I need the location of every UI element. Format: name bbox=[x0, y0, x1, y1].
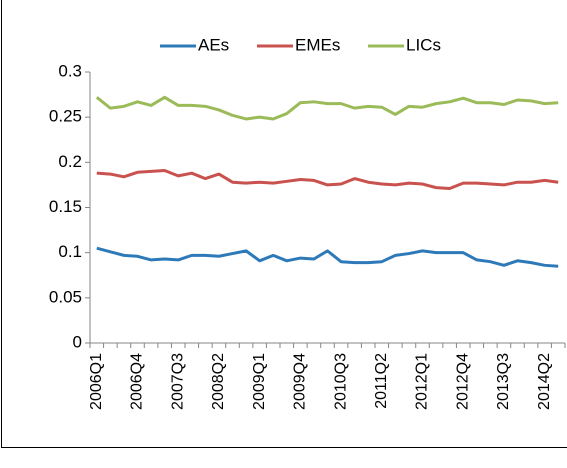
x-tick-label: 2012Q4 bbox=[454, 353, 471, 410]
line-series bbox=[95, 95, 559, 121]
y-tick-label: 0.1 bbox=[58, 242, 82, 261]
x-tick-label: 2011Q2 bbox=[373, 353, 390, 409]
legend-label: AEs bbox=[198, 35, 229, 54]
x-tick-label: 2012Q1 bbox=[414, 353, 431, 410]
line-series bbox=[96, 168, 559, 191]
y-tick-label: 0.25 bbox=[49, 107, 82, 126]
x-tick-label: 2006Q1 bbox=[88, 353, 105, 410]
x-tick-label: 2009Q4 bbox=[292, 353, 309, 410]
x-tick-label: 2009Q1 bbox=[251, 353, 268, 410]
line-series bbox=[96, 246, 559, 268]
x-tick-label: 2008Q2 bbox=[210, 353, 227, 410]
x-tick-label: 2007Q3 bbox=[169, 353, 186, 410]
x-tick-label: 2013Q3 bbox=[495, 353, 512, 410]
x-tick-label: 2010Q3 bbox=[332, 353, 349, 410]
x-tick-label: 2006Q4 bbox=[129, 353, 146, 410]
y-tick-label: 0 bbox=[73, 332, 82, 351]
y-tick-label: 0.05 bbox=[49, 287, 82, 306]
y-tick-label: 0.2 bbox=[58, 152, 82, 171]
legend-label: EMEs bbox=[295, 35, 340, 54]
y-tick-label: 0.3 bbox=[58, 61, 82, 80]
y-tick-label: 0.15 bbox=[49, 197, 82, 216]
legend-label: LICs bbox=[406, 35, 441, 54]
x-tick-label: 2014Q2 bbox=[536, 353, 553, 410]
